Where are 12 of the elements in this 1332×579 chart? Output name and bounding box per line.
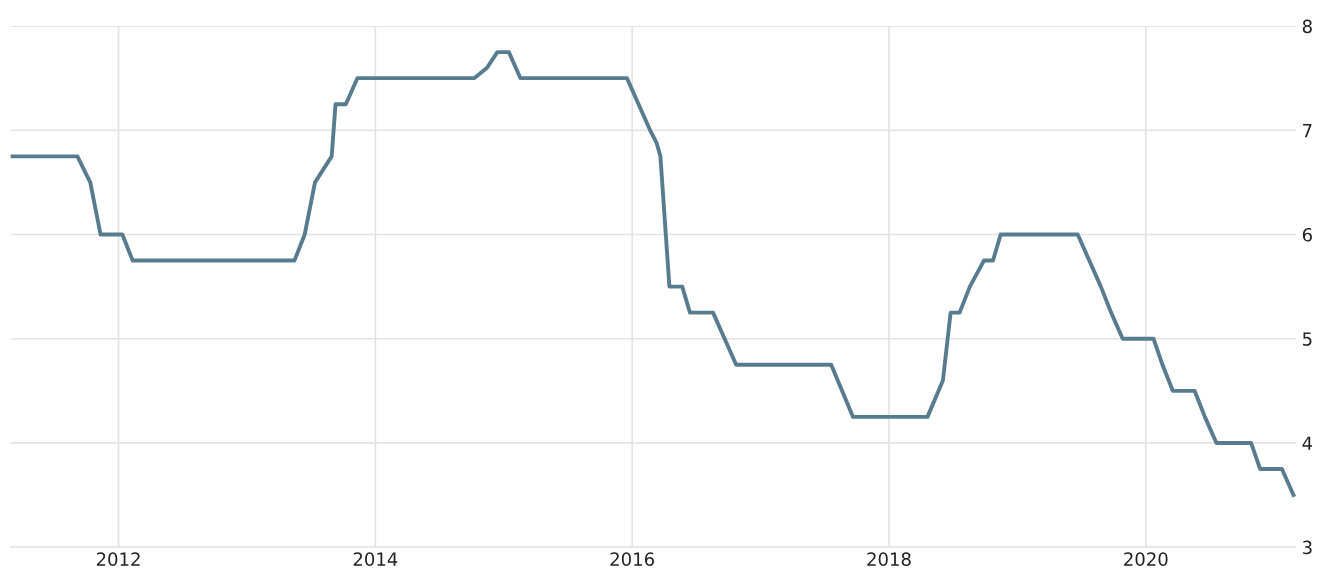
x-tick-label: 2012 (96, 552, 140, 566)
y-tick-label: 3 (1302, 540, 1312, 555)
x-tick-label: 2016 (610, 552, 654, 566)
y-tick-label: 6 (1302, 227, 1312, 242)
y-tick-label: 7 (1303, 123, 1312, 138)
y-tick-label: 5 (1302, 332, 1312, 346)
x-tick-label: 2018 (867, 552, 911, 566)
y-tick-label: 8 (1302, 19, 1312, 34)
line-series (10, 50, 1296, 497)
x-tick-label: 2020 (1124, 552, 1168, 566)
x-tick-label: 2014 (353, 552, 398, 566)
y-tick-label: 4 (1302, 436, 1313, 450)
